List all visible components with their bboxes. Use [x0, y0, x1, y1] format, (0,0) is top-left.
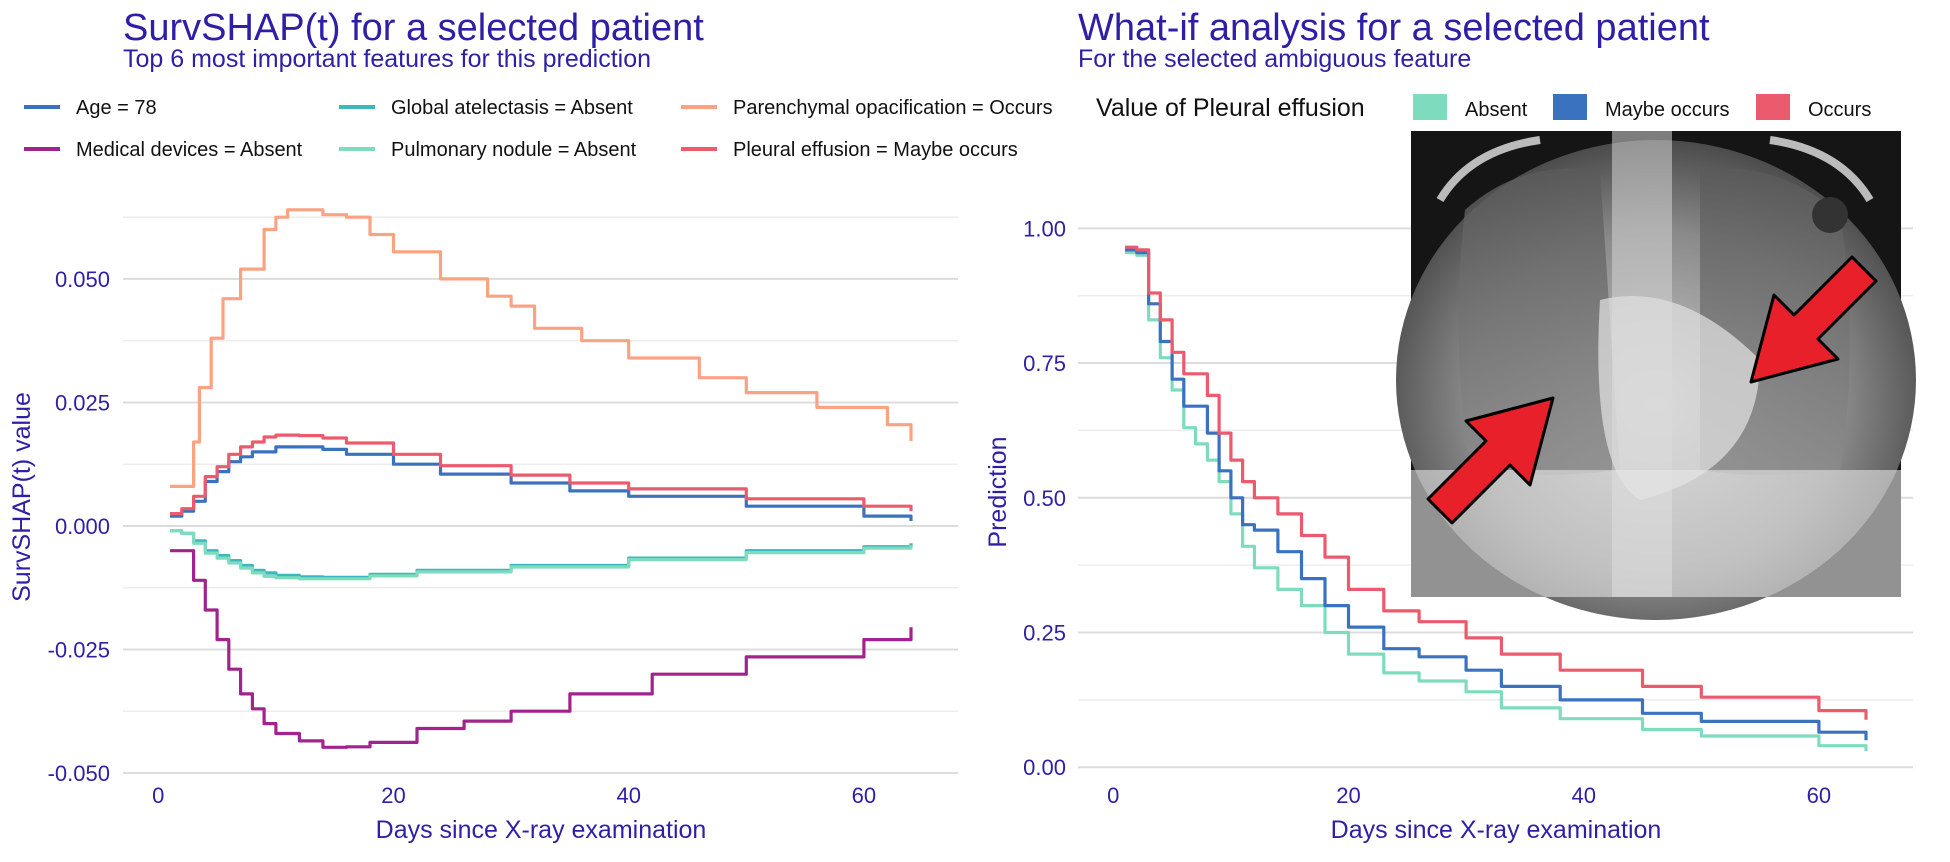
right-series-group — [1125, 245, 1868, 752]
right-x-tick-label: 0 — [1107, 783, 1119, 808]
left-legend-label: Pleural effusion = Maybe occurs — [733, 139, 1018, 161]
left-legend-label: Parenchymal opacification = Occurs — [733, 97, 1053, 119]
right-legend-label: Occurs — [1808, 99, 1871, 121]
right-y-tick-label: 0.50 — [1023, 486, 1066, 511]
left-y-tick-label: 0.000 — [55, 514, 110, 539]
left-x-ticks: 0 20 40 60 — [152, 783, 876, 808]
right-legend-label: Absent — [1465, 99, 1528, 121]
xray-image — [1396, 131, 1916, 620]
right-legend-title: Value of Pleural effusion — [1096, 94, 1365, 122]
right-legend-key — [1413, 94, 1447, 120]
left-x-tick-label: 0 — [152, 783, 164, 808]
left-chart-subtitle: Top 6 most important features for this p… — [123, 45, 651, 73]
left-legend-label: Age = 78 — [76, 97, 157, 119]
left-series-line-1 — [170, 549, 913, 749]
arrow-right — [1749, 255, 1878, 384]
arrow-left — [1426, 396, 1555, 525]
right-x-axis-label: Days since X-ray examination — [1331, 816, 1662, 844]
left-chart-title: SurvSHAP(t) for a selected patient — [123, 7, 704, 49]
left-series-line-0 — [170, 445, 913, 521]
left-y-tick-label: -0.025 — [48, 637, 110, 662]
left-panel: SurvSHAP(t) for a selected patient Top 6… — [8, 7, 1053, 844]
left-y-axis-label: SurvSHAP(t) value — [8, 392, 36, 602]
right-y-tick-label: 0.25 — [1023, 621, 1066, 646]
left-series-group — [170, 208, 913, 749]
right-legend: Value of Pleural effusion Absent Maybe oc… — [1096, 94, 1871, 122]
left-legend-label: Pulmonary nodule = Absent — [391, 139, 637, 161]
right-y-ticks: 0.00 0.25 0.50 0.75 1.00 — [1023, 216, 1066, 780]
left-x-tick-label: 20 — [381, 783, 405, 808]
left-x-tick-label: 60 — [852, 783, 876, 808]
right-x-tick-label: 40 — [1571, 783, 1595, 808]
right-series-line-0 — [1125, 251, 1868, 752]
right-y-tick-label: 0.00 — [1023, 755, 1066, 780]
left-x-tick-label: 40 — [616, 783, 640, 808]
right-x-tick-label: 60 — [1807, 783, 1831, 808]
right-y-tick-label: 0.75 — [1023, 351, 1066, 376]
right-legend-label: Maybe occurs — [1605, 99, 1730, 121]
right-x-ticks: 0 20 40 60 — [1107, 783, 1831, 808]
left-legend: Age = 78 Medical devices = Absent Global a… — [24, 97, 1053, 161]
right-chart-title: What-if analysis for a selected patient — [1078, 7, 1710, 49]
left-series-line-5 — [170, 433, 913, 516]
left-y-ticks: -0.050 -0.025 0.000 0.025 0.050 — [48, 267, 110, 786]
right-chart-subtitle: For the selected ambiguous feature — [1078, 45, 1471, 73]
left-series-line-3 — [170, 529, 913, 581]
right-panel: What-if analysis for a selected patient … — [984, 7, 1916, 844]
right-legend-key — [1553, 94, 1587, 120]
left-grid — [123, 216, 958, 774]
right-series-line-1 — [1125, 248, 1868, 741]
left-y-tick-label: 0.050 — [55, 267, 110, 292]
left-y-tick-label: 0.025 — [55, 390, 110, 415]
right-y-tick-label: 1.00 — [1023, 216, 1066, 241]
right-legend-key — [1756, 94, 1790, 120]
left-legend-label: Global atelectasis = Absent — [391, 97, 633, 119]
right-x-tick-label: 20 — [1336, 783, 1360, 808]
right-series-line-2 — [1125, 245, 1868, 720]
left-legend-label: Medical devices = Absent — [76, 139, 303, 161]
left-y-tick-label: -0.050 — [48, 761, 110, 786]
left-x-axis-label: Days since X-ray examination — [376, 816, 707, 844]
right-y-axis-label: Prediction — [984, 436, 1012, 547]
left-series-line-4 — [170, 208, 913, 488]
